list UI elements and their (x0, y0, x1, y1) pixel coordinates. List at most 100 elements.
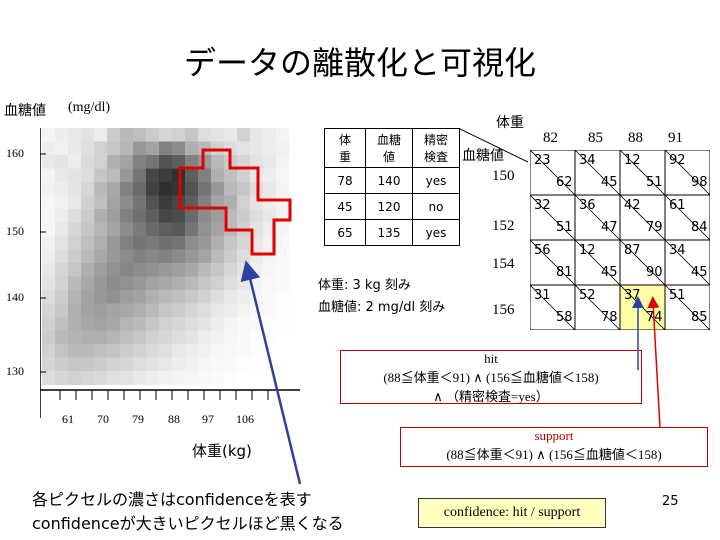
heatmap-pixel (263, 155, 277, 169)
heatmap-pixel (185, 357, 199, 372)
page-number: 25 (662, 494, 679, 509)
heatmap-pixel (159, 276, 173, 291)
heatmap-pixel (133, 290, 147, 304)
y-axis-unit: (mg/dl) (68, 100, 110, 115)
heatmap-pixel (198, 209, 212, 223)
heatmap-pixel (120, 276, 134, 291)
heatmap-pixel (133, 209, 147, 223)
confidence-heatmap (40, 128, 300, 418)
heatmap-pixel (94, 290, 108, 304)
heatmap-pixel (263, 141, 277, 156)
heatmap-pixel (224, 195, 238, 210)
heatmap-pixel (198, 317, 212, 331)
heatmap-pixel (42, 195, 56, 210)
cell-support: 90 (646, 265, 663, 280)
heatmap-pixel (263, 182, 277, 196)
heatmap-pixel (55, 371, 69, 385)
heatmap-pixel (211, 195, 225, 210)
heatmap-pixel (172, 344, 186, 358)
heatmap-pixel (198, 222, 212, 237)
heatmap-pixel (133, 371, 147, 385)
heatmap-pixel (94, 330, 108, 345)
cell-hit: 56 (534, 243, 551, 258)
heatmap-pixel (107, 276, 121, 291)
grid-row-label: 156 (492, 302, 515, 318)
heatmap-pixel (250, 209, 264, 223)
heatmap-pixel (224, 371, 238, 385)
heatmap-pixel (120, 344, 134, 358)
heatmap-pixel (198, 330, 212, 345)
heatmap-pixel (42, 330, 56, 345)
heatmap-pixel (107, 263, 121, 277)
heatmap-pixel (185, 195, 199, 210)
cell-support: 79 (646, 220, 663, 235)
heatmap-pixel (146, 249, 160, 264)
x-tick-61: 61 (62, 412, 74, 426)
heatmap-pixel (211, 317, 225, 331)
heatmap-pixel (42, 141, 56, 156)
heatmap-pixel (263, 303, 277, 318)
heatmap-pixel (198, 155, 212, 169)
heatmap-pixel (237, 344, 251, 358)
heatmap-pixel (68, 344, 82, 358)
cell-support: 47 (601, 220, 618, 235)
heatmap-pixel (146, 330, 160, 345)
heatmap-pixel (68, 182, 82, 196)
heatmap-pixel (172, 276, 186, 291)
heatmap-pixel (159, 303, 173, 318)
grid-col-label: 88 (628, 130, 643, 146)
heatmap-pixel (94, 276, 108, 291)
heatmap-pixel (42, 276, 56, 291)
grid-corner-diagonal (458, 128, 528, 163)
heatmap-pixel (237, 249, 251, 264)
heatmap-pixel (276, 222, 290, 237)
grid-row-label: 154 (492, 256, 515, 272)
heatmap-pixel (185, 317, 199, 331)
heatmap-pixel (237, 317, 251, 331)
heatmap-pixel (250, 128, 264, 142)
heatmap-pixel (276, 344, 290, 358)
heatmap-pixel (172, 263, 186, 277)
cell-support: 45 (691, 265, 708, 280)
cell-hit: 32 (534, 198, 551, 213)
grid-col-header: 体重 (496, 115, 524, 131)
heatmap-pixel (133, 357, 147, 372)
heatmap-pixel (81, 344, 95, 358)
heatmap-pixel (172, 290, 186, 304)
cell-hit: 42 (624, 198, 641, 213)
heatmap-pixel (133, 330, 147, 345)
heatmap-pixel (133, 182, 147, 196)
heatmap-pixel (211, 182, 225, 196)
heatmap-pixel (68, 290, 82, 304)
heatmap-pixel (237, 155, 251, 169)
heatmap-pixel (276, 357, 290, 372)
heatmap-pixel (159, 249, 173, 264)
heatmap-pixel (159, 263, 173, 277)
heatmap-pixel (81, 209, 95, 223)
heatmap-pixel (276, 330, 290, 345)
cell-support: 98 (691, 175, 708, 190)
heatmap-pixel (237, 330, 251, 345)
heatmap-pixel (94, 303, 108, 318)
support-title: support (534, 428, 574, 443)
step-weight: 体重: 3 kg 刻み (318, 278, 411, 293)
heatmap-pixel (68, 195, 82, 210)
high-confidence-region (178, 148, 292, 256)
heatmap-pixel (81, 263, 95, 277)
heatmap-pixel (159, 141, 173, 156)
heatmap-pixel (211, 290, 225, 304)
heatmap-pixel (120, 290, 134, 304)
table-row: 65 135 yes (324, 219, 460, 246)
heatmap-pixel (263, 263, 277, 277)
heatmap-pixel (250, 371, 264, 385)
heatmap-pixel (68, 249, 82, 264)
heatmap-pixel (68, 357, 82, 372)
heatmap-pixel (185, 371, 199, 385)
heatmap-pixel (159, 371, 173, 385)
cell-support: 84 (691, 220, 708, 235)
heatmap-pixel (81, 141, 95, 156)
heatmap-pixel (172, 209, 186, 223)
heatmap-pixel (107, 168, 121, 183)
heatmap-pixel (198, 195, 212, 210)
